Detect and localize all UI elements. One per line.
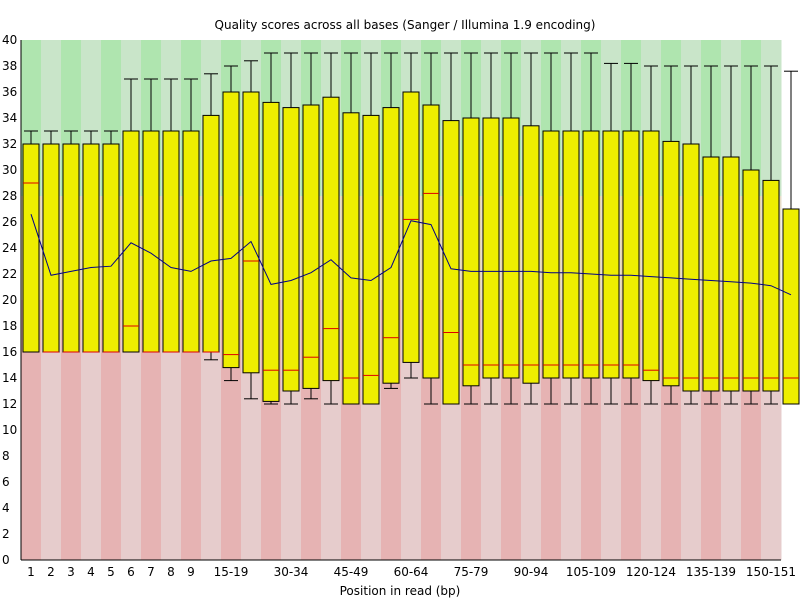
box <box>242 91 260 374</box>
x-tick-label: 15-19 <box>214 565 249 579</box>
y-tick-label: 28 <box>2 189 17 203</box>
x-tick-label: 7 <box>147 565 155 579</box>
chart-title: Quality scores across all bases (Sanger … <box>215 18 596 32</box>
box <box>682 143 700 392</box>
x-tick-label: 120-124 <box>626 565 676 579</box>
x-tick-label: 30-34 <box>274 565 309 579</box>
y-tick-label: 18 <box>2 319 17 333</box>
box <box>462 117 480 387</box>
box <box>102 143 120 353</box>
x-tick-label: 135-139 <box>686 565 736 579</box>
band-poor <box>401 300 422 560</box>
y-tick-label: 34 <box>2 111 17 125</box>
box <box>402 91 420 363</box>
x-tick-label: 1 <box>27 565 35 579</box>
box <box>482 117 500 379</box>
box <box>42 143 60 353</box>
mean-polyline <box>30 214 792 296</box>
box <box>322 96 340 382</box>
box <box>22 143 40 353</box>
y-tick-label: 8 <box>2 449 10 463</box>
x-tick-label: 105-109 <box>566 565 616 579</box>
band-poor <box>161 300 182 560</box>
axes <box>20 40 781 561</box>
x-tick-label: 9 <box>187 565 195 579</box>
boxes <box>22 91 800 405</box>
y-tick-label: 6 <box>2 475 10 489</box>
mean-line <box>30 214 792 296</box>
box <box>522 125 540 384</box>
band-poor <box>201 300 222 560</box>
x-tick-label: 90-94 <box>514 565 549 579</box>
box <box>582 130 600 379</box>
band-poor <box>181 300 202 560</box>
box <box>82 143 100 353</box>
y-tick-label: 10 <box>2 423 17 437</box>
y-tick-label: 22 <box>2 267 17 281</box>
box <box>602 130 620 379</box>
box <box>62 143 80 353</box>
y-tick-label: 14 <box>2 371 17 385</box>
box <box>202 114 220 353</box>
band-poor <box>121 300 142 560</box>
medians <box>23 182 799 379</box>
band-poor <box>141 300 162 560</box>
y-tick-label: 24 <box>2 241 17 255</box>
box <box>702 156 720 392</box>
band-poor <box>21 300 42 560</box>
x-tick-label: 8 <box>167 565 175 579</box>
box <box>722 156 740 392</box>
box <box>282 107 300 392</box>
x-tick-label: 60-64 <box>394 565 429 579</box>
band-poor <box>41 300 62 560</box>
y-tick-label: 26 <box>2 215 17 229</box>
y-tick-label: 4 <box>2 501 10 515</box>
box <box>262 101 280 402</box>
box <box>162 130 180 353</box>
y-tick-label: 16 <box>2 345 17 359</box>
y-tick-label: 20 <box>2 293 17 307</box>
x-tick-label: 2 <box>47 565 55 579</box>
band-poor <box>81 300 102 560</box>
y-tick-label: 0 <box>2 553 10 567</box>
box <box>542 130 560 379</box>
box <box>782 208 800 405</box>
x-tick-label: 45-49 <box>334 565 369 579</box>
y-tick-label: 38 <box>2 59 17 73</box>
box <box>622 130 640 379</box>
box <box>222 91 240 369</box>
box <box>302 104 320 389</box>
x-tick-label: 3 <box>67 565 75 579</box>
y-tick-label: 30 <box>2 163 17 177</box>
band-poor <box>61 300 82 560</box>
box <box>442 120 460 405</box>
box <box>422 104 440 379</box>
x-tick-label: 4 <box>87 565 95 579</box>
y-tick-label: 40 <box>2 33 17 47</box>
box <box>642 130 660 382</box>
box <box>122 130 140 353</box>
box <box>362 114 380 405</box>
x-axis-label: Position in read (bp) <box>340 584 461 598</box>
box <box>142 130 160 353</box>
x-tick-label: 6 <box>127 565 135 579</box>
box <box>382 107 400 384</box>
box <box>742 169 760 392</box>
band-poor <box>101 300 122 560</box>
box <box>502 117 520 379</box>
y-tick-label: 32 <box>2 137 17 151</box>
x-tick-label: 75-79 <box>454 565 489 579</box>
box <box>662 140 680 387</box>
box <box>562 130 580 379</box>
x-tick-labels: 1 2 3 4 5 6 7 8 9 15-19 30-34 45-49 60-64 75-79 90-94 1… <box>27 565 796 579</box>
box <box>342 112 360 405</box>
x-tick-label: 150-151 <box>746 565 796 579</box>
y-tick-label: 36 <box>2 85 17 99</box>
y-tick-label: 12 <box>2 397 17 411</box>
y-tick-label: 2 <box>2 527 10 541</box>
box <box>182 130 200 353</box>
x-tick-label: 5 <box>107 565 115 579</box>
